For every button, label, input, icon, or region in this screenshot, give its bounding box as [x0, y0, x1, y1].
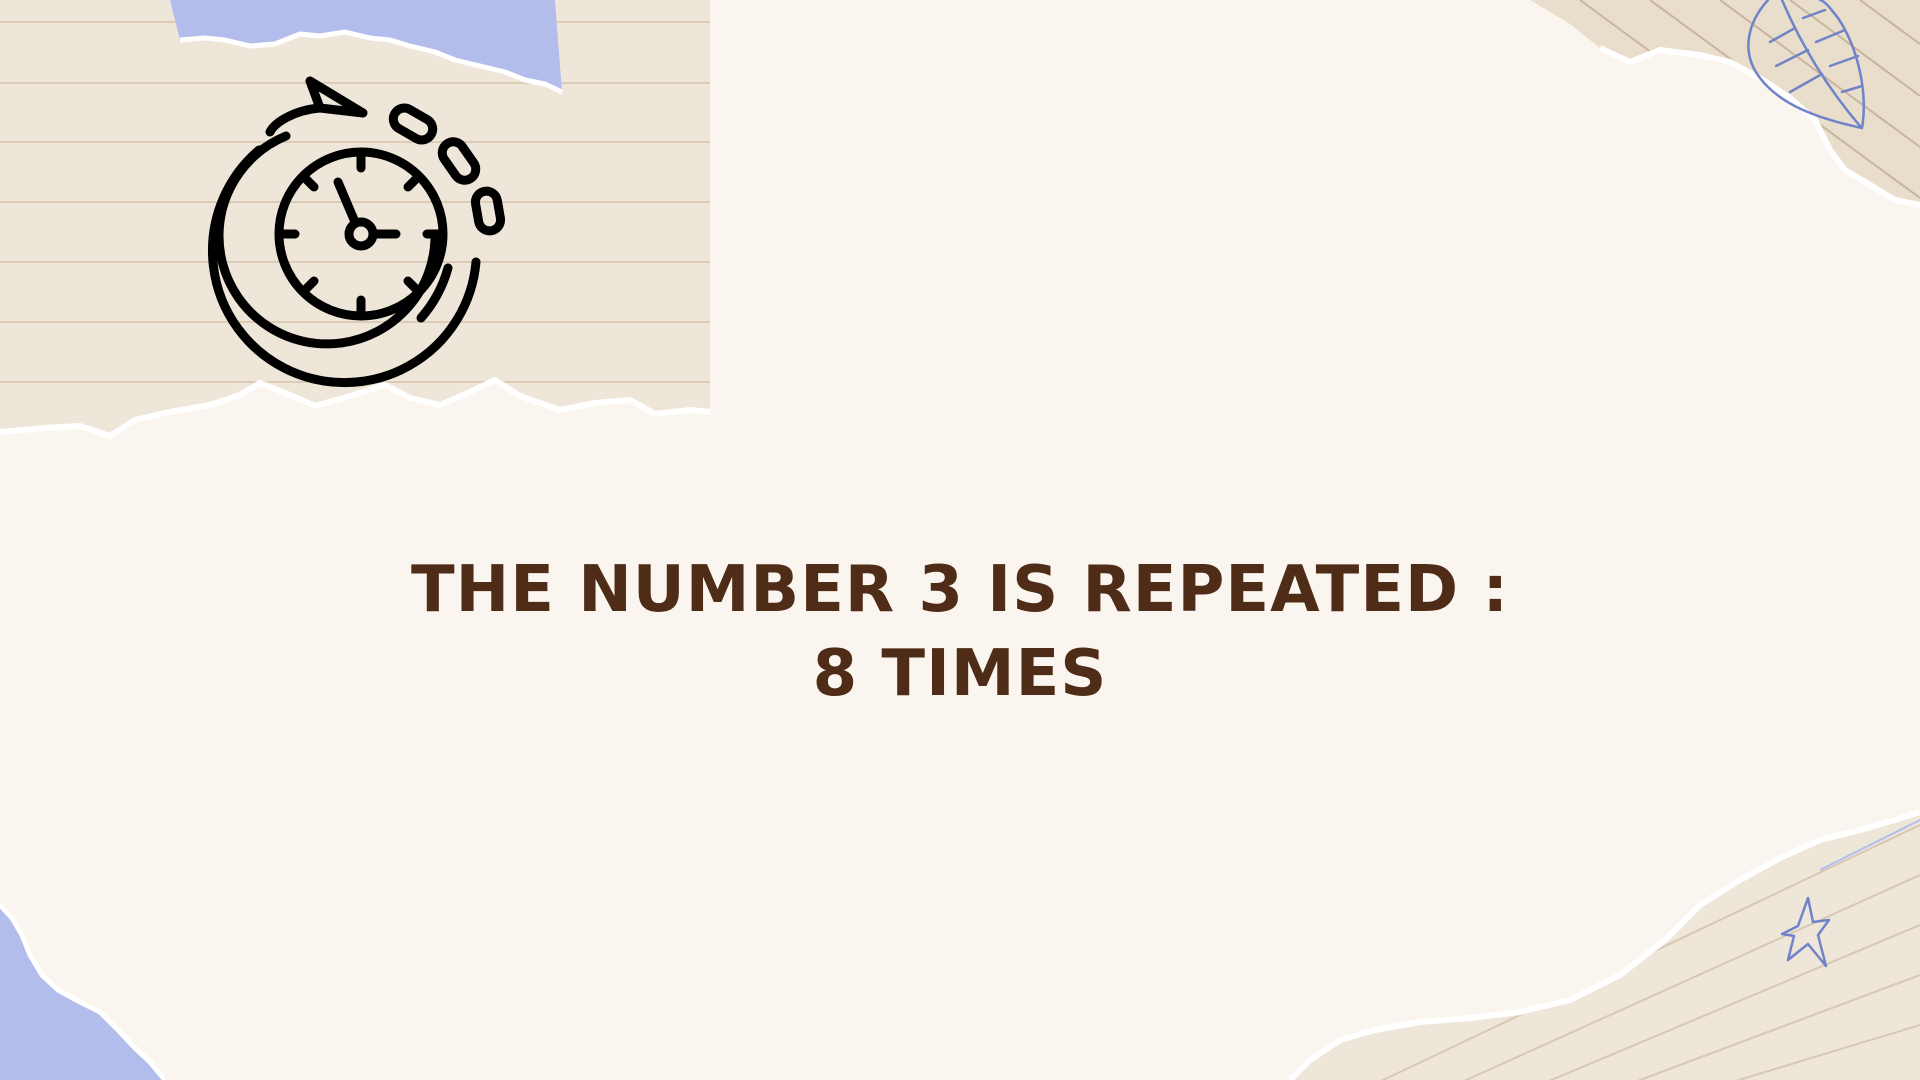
lined-paper-bottom-right: [1287, 809, 1920, 1080]
headline-line-1: THE NUMBER 3 IS REPEATED :: [410, 553, 1510, 627]
blue-patch-bottom-left: [0, 903, 167, 1080]
star-doodle-icon: [1780, 896, 1831, 968]
headline-line-2: 8 TIMES: [812, 637, 1108, 711]
timer-icon: [208, 76, 506, 388]
lined-paper-top-left: [0, 0, 711, 439]
slide-headline: THE NUMBER 3 IS REPEATED : 8 TIMES: [260, 548, 1660, 716]
lined-paper-top-right: [1530, 0, 1920, 208]
blue-tape-top: [170, 0, 564, 95]
leaf-doodle-icon: [1747, 0, 1865, 130]
